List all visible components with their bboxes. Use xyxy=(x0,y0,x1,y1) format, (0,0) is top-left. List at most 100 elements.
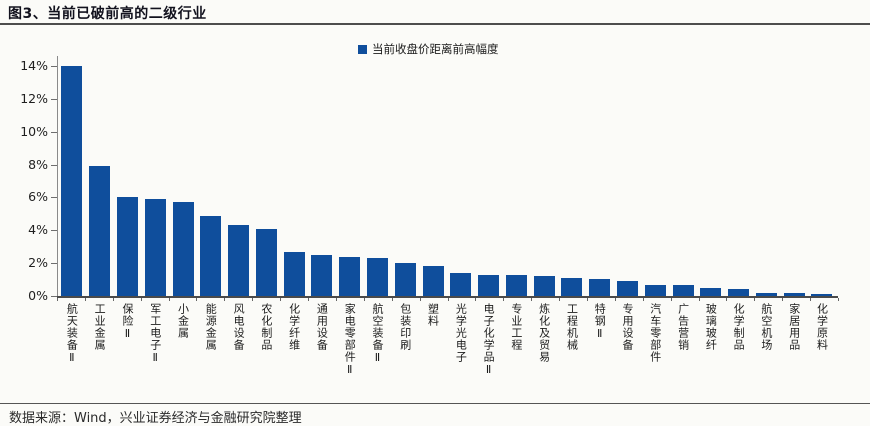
x-axis-label: 包装印刷 xyxy=(398,303,412,351)
x-tick-mark xyxy=(559,298,561,301)
x-tick-mark xyxy=(112,298,114,301)
bar-工业金属 xyxy=(89,166,111,296)
bar-航天装备Ⅱ xyxy=(61,66,83,296)
bar-塑料 xyxy=(422,266,444,296)
bar-保险Ⅱ xyxy=(116,197,138,296)
y-tick-mark xyxy=(51,263,57,265)
x-axis-label: 专用设备 xyxy=(621,303,635,351)
x-tick-mark xyxy=(224,298,226,301)
bar-特钢Ⅱ xyxy=(589,278,611,296)
bar-玻璃玻纤 xyxy=(700,287,722,296)
bar-化学制品 xyxy=(728,288,750,296)
legend: 当前收盘价距离前高幅度 xyxy=(358,41,499,57)
x-tick-mark xyxy=(531,298,533,301)
x-tick-mark xyxy=(614,298,616,301)
x-tick-mark xyxy=(168,298,170,301)
y-tick-mark xyxy=(51,131,57,133)
bar-包装印刷 xyxy=(394,263,416,296)
y-axis-label: 2% xyxy=(28,255,48,271)
bar-广告营销 xyxy=(672,285,694,296)
x-tick-mark xyxy=(363,298,365,301)
x-tick-mark xyxy=(252,298,254,301)
x-tick-mark xyxy=(335,298,337,301)
x-axis-label: 通用设备 xyxy=(315,303,329,351)
x-axis-label: 化学纤维 xyxy=(287,303,301,351)
x-axis-label: 农化制品 xyxy=(259,303,273,351)
y-tick-mark xyxy=(51,296,57,297)
y-axis-label: 4% xyxy=(28,222,48,238)
y-axis-label: 0% xyxy=(28,288,48,303)
x-tick-mark xyxy=(280,298,282,301)
x-axis-label: 工程机械 xyxy=(565,303,579,351)
y-axis-label: 10% xyxy=(20,123,48,139)
x-axis-label: 军工电子Ⅱ xyxy=(148,303,162,365)
y-tick-mark xyxy=(51,164,57,166)
legend-label: 当前收盘价距离前高幅度 xyxy=(372,42,499,56)
x-axis-label: 小金属 xyxy=(176,303,190,339)
legend-swatch-icon xyxy=(358,44,367,54)
bar-通用设备 xyxy=(311,254,333,296)
x-tick-mark xyxy=(698,298,700,301)
x-tick-mark xyxy=(84,298,86,301)
bar-汽车零部件 xyxy=(644,284,666,296)
x-tick-mark xyxy=(503,298,505,301)
bar-小金属 xyxy=(172,202,194,296)
x-axis-label: 专业工程 xyxy=(509,303,523,351)
x-tick-mark xyxy=(642,298,644,301)
x-tick-mark xyxy=(419,298,421,301)
x-axis-label: 航天装备Ⅱ xyxy=(65,303,79,365)
x-axis-label: 工业金属 xyxy=(93,303,107,351)
title-divider xyxy=(0,23,870,25)
bar-电子化学品Ⅱ xyxy=(478,274,500,296)
data-source: 数据来源：Wind，兴业证券经济与金融研究院整理 xyxy=(9,411,302,426)
bar-航空机场 xyxy=(755,292,777,296)
bar-化学原料 xyxy=(811,293,833,296)
x-tick-mark xyxy=(196,298,198,301)
x-axis-label: 广告营销 xyxy=(676,303,690,351)
bar-炼化及贸易 xyxy=(533,276,555,296)
y-tick-mark xyxy=(51,66,57,67)
y-axis-label: 14% xyxy=(20,58,48,73)
bar-风电设备 xyxy=(228,225,250,296)
bar-工程机械 xyxy=(561,277,583,296)
x-axis-label: 化学原料 xyxy=(815,303,829,351)
y-tick-mark xyxy=(51,197,57,199)
x-tick-mark xyxy=(57,298,58,301)
bar-农化制品 xyxy=(255,228,277,296)
chart-title: 图3、当前已破前高的二级行业 xyxy=(8,6,207,22)
x-axis-label: 特钢Ⅱ xyxy=(593,303,607,341)
x-axis-labels: 航天装备Ⅱ 工业金属 保险Ⅱ 军工电子Ⅱ 小金属 能源金属 风电设备 农化制品 化学纤维 通用设备… xyxy=(58,303,836,399)
y-tick-mark xyxy=(51,230,57,232)
x-axis-label: 家居用品 xyxy=(787,303,801,351)
x-axis-label: 保险Ⅱ xyxy=(120,303,134,341)
bar-家电零部件Ⅱ xyxy=(339,256,361,296)
y-axis-label: 12% xyxy=(20,90,48,106)
x-tick-mark xyxy=(810,298,812,301)
x-tick-mark xyxy=(726,298,728,301)
x-axis-label: 航空机场 xyxy=(759,303,773,351)
x-axis xyxy=(57,296,838,298)
y-axis-label: 8% xyxy=(28,156,48,172)
bar-航空装备Ⅱ xyxy=(366,258,388,296)
x-tick-mark xyxy=(475,298,477,301)
x-axis-label: 家电零部件Ⅱ xyxy=(343,303,357,377)
x-tick-mark xyxy=(670,298,672,301)
x-axis-label: 航空装备Ⅱ xyxy=(370,303,384,365)
x-tick-mark xyxy=(754,298,756,301)
x-axis-label: 风电设备 xyxy=(232,303,246,351)
x-axis-label: 炼化及贸易 xyxy=(537,303,551,363)
x-axis-label: 能源金属 xyxy=(204,303,218,351)
x-tick-mark xyxy=(308,298,310,301)
x-axis-label: 塑料 xyxy=(426,303,440,327)
x-tick-mark xyxy=(782,298,784,301)
x-tick-mark xyxy=(838,298,839,301)
bar-化学纤维 xyxy=(283,251,305,296)
bar-专业工程 xyxy=(505,275,527,296)
bar-军工电子Ⅱ xyxy=(144,199,166,296)
bar-能源金属 xyxy=(200,215,222,296)
y-tick-mark xyxy=(51,98,57,100)
x-axis-label: 汽车零部件 xyxy=(648,303,662,363)
x-axis-label: 电子化学品Ⅱ xyxy=(482,303,496,377)
bar-series xyxy=(58,66,836,296)
